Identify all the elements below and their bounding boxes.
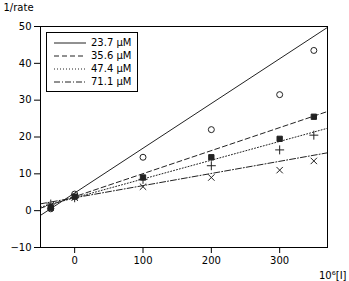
svg-text:30: 30	[19, 94, 32, 105]
svg-text:10⁶[I]: 10⁶[I]	[319, 270, 347, 281]
svg-text:0: 0	[71, 255, 77, 266]
svg-text:1/rate: 1/rate	[4, 2, 34, 13]
svg-text:100: 100	[133, 255, 152, 266]
svg-text:50: 50	[19, 21, 32, 32]
html-text:47.4 μM: 47.4 μM	[91, 63, 132, 74]
html-text:71.1 μM: 71.1 μM	[91, 76, 132, 87]
svg-text:20: 20	[19, 131, 32, 142]
svg-text:−10: −10	[10, 242, 31, 253]
svg-text:200: 200	[202, 255, 221, 266]
svg-text:300: 300	[270, 255, 289, 266]
svg-text:10: 10	[19, 168, 32, 179]
svg-text:40: 40	[19, 58, 32, 69]
svg-text:0: 0	[25, 205, 31, 216]
html-text:35.6 μM: 35.6 μM	[91, 50, 132, 61]
html-text:23.7 μM: 23.7 μM	[91, 37, 132, 48]
